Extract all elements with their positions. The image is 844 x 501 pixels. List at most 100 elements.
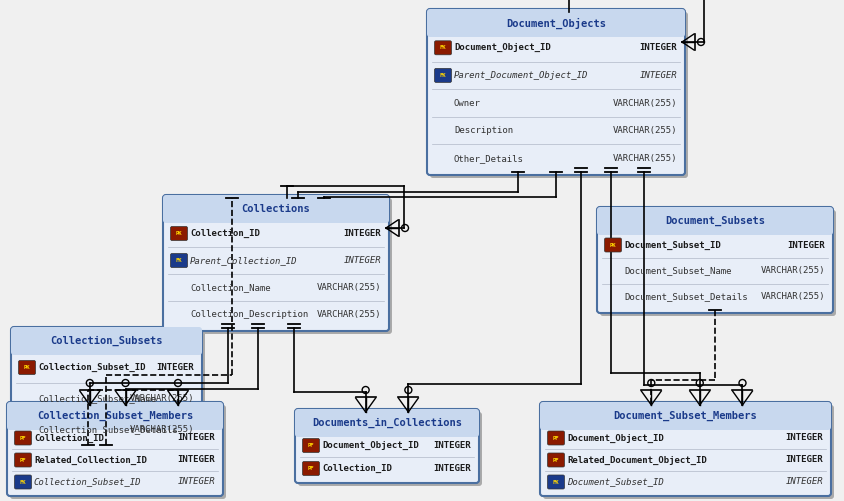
FancyBboxPatch shape bbox=[597, 207, 833, 313]
FancyBboxPatch shape bbox=[543, 405, 834, 499]
FancyBboxPatch shape bbox=[14, 475, 31, 489]
FancyBboxPatch shape bbox=[14, 330, 205, 451]
Text: Document_Object_ID: Document_Object_ID bbox=[454, 43, 551, 53]
Text: VARCHAR(255): VARCHAR(255) bbox=[613, 126, 677, 135]
FancyBboxPatch shape bbox=[597, 207, 833, 235]
FancyBboxPatch shape bbox=[298, 412, 482, 486]
Text: Related_Document_Object_ID: Related_Document_Object_ID bbox=[567, 455, 706, 464]
FancyBboxPatch shape bbox=[435, 41, 452, 55]
Text: Document_Subset_Details: Document_Subset_Details bbox=[624, 293, 748, 302]
FancyBboxPatch shape bbox=[540, 402, 831, 496]
Text: Document_Object_ID: Document_Object_ID bbox=[322, 441, 419, 450]
Text: Owner: Owner bbox=[454, 99, 481, 108]
Text: FK: FK bbox=[440, 45, 446, 50]
Text: VARCHAR(255): VARCHAR(255) bbox=[129, 425, 194, 434]
Text: INTEGER: INTEGER bbox=[177, 477, 215, 486]
FancyBboxPatch shape bbox=[435, 69, 452, 82]
Text: INTEGER: INTEGER bbox=[786, 433, 823, 442]
Text: PF: PF bbox=[19, 457, 26, 462]
Text: INTEGER: INTEGER bbox=[787, 240, 825, 249]
Bar bbox=[166, 214, 386, 222]
Text: Parent_Collection_ID: Parent_Collection_ID bbox=[190, 256, 297, 265]
Text: Collection_Description: Collection_Description bbox=[190, 310, 308, 319]
Text: Document_Objects: Document_Objects bbox=[506, 18, 606, 29]
Bar bbox=[14, 346, 199, 354]
Text: Collection_ID: Collection_ID bbox=[34, 433, 104, 442]
Text: INTEGER: INTEGER bbox=[156, 363, 194, 372]
Text: INTEGER: INTEGER bbox=[177, 433, 215, 442]
Text: Description: Description bbox=[454, 126, 513, 135]
Text: Document_Subset_ID: Document_Subset_ID bbox=[567, 477, 663, 486]
Text: PK: PK bbox=[24, 365, 30, 370]
FancyBboxPatch shape bbox=[430, 12, 688, 178]
Text: Collection_Subset_ID: Collection_Subset_ID bbox=[38, 363, 145, 372]
Text: INTEGER: INTEGER bbox=[177, 455, 215, 464]
FancyBboxPatch shape bbox=[427, 9, 685, 37]
Text: PF: PF bbox=[553, 457, 560, 462]
Text: PF: PF bbox=[308, 443, 314, 448]
Text: Other_Details: Other_Details bbox=[454, 154, 524, 163]
Text: Related_Collection_ID: Related_Collection_ID bbox=[34, 455, 147, 464]
Text: Collection_ID: Collection_ID bbox=[322, 464, 392, 473]
FancyBboxPatch shape bbox=[427, 9, 685, 175]
Text: Document_Subset_Members: Document_Subset_Members bbox=[614, 411, 757, 421]
Text: FK: FK bbox=[176, 258, 182, 263]
Text: Collection_Name: Collection_Name bbox=[190, 283, 271, 292]
FancyBboxPatch shape bbox=[540, 402, 831, 430]
Text: INTEGER: INTEGER bbox=[640, 71, 677, 80]
Text: Collections: Collections bbox=[241, 204, 311, 214]
Text: INTEGER: INTEGER bbox=[433, 441, 471, 450]
Text: Collection_Subset_Members: Collection_Subset_Members bbox=[37, 411, 193, 421]
Text: VARCHAR(255): VARCHAR(255) bbox=[129, 394, 194, 403]
FancyBboxPatch shape bbox=[548, 431, 565, 445]
Bar bbox=[430, 28, 682, 36]
FancyBboxPatch shape bbox=[163, 195, 389, 223]
Text: PK: PK bbox=[176, 231, 182, 236]
FancyBboxPatch shape bbox=[11, 327, 202, 448]
FancyBboxPatch shape bbox=[295, 409, 479, 437]
Bar bbox=[543, 421, 828, 429]
FancyBboxPatch shape bbox=[295, 409, 479, 483]
Text: Document_Subset_Name: Document_Subset_Name bbox=[624, 267, 732, 276]
Text: FK: FK bbox=[553, 479, 560, 484]
Text: INTEGER: INTEGER bbox=[786, 477, 823, 486]
Text: VARCHAR(255): VARCHAR(255) bbox=[613, 99, 677, 108]
FancyBboxPatch shape bbox=[170, 254, 187, 268]
Text: INTEGER: INTEGER bbox=[344, 229, 381, 238]
FancyBboxPatch shape bbox=[7, 402, 223, 430]
Text: INTEGER: INTEGER bbox=[786, 455, 823, 464]
Text: VARCHAR(255): VARCHAR(255) bbox=[316, 283, 381, 292]
Text: INTEGER: INTEGER bbox=[344, 256, 381, 265]
Text: Parent_Document_Object_ID: Parent_Document_Object_ID bbox=[454, 71, 588, 80]
Bar bbox=[298, 428, 476, 436]
FancyBboxPatch shape bbox=[11, 327, 202, 355]
FancyBboxPatch shape bbox=[14, 453, 31, 467]
FancyBboxPatch shape bbox=[163, 195, 389, 331]
FancyBboxPatch shape bbox=[7, 402, 223, 496]
Text: VARCHAR(255): VARCHAR(255) bbox=[316, 310, 381, 319]
Text: VARCHAR(255): VARCHAR(255) bbox=[613, 154, 677, 163]
Text: FK: FK bbox=[19, 479, 26, 484]
Text: INTEGER: INTEGER bbox=[640, 43, 677, 52]
Text: Collection_ID: Collection_ID bbox=[190, 229, 260, 238]
Text: VARCHAR(255): VARCHAR(255) bbox=[760, 293, 825, 302]
FancyBboxPatch shape bbox=[548, 453, 565, 467]
FancyBboxPatch shape bbox=[548, 475, 565, 489]
FancyBboxPatch shape bbox=[604, 238, 621, 252]
FancyBboxPatch shape bbox=[166, 198, 392, 334]
FancyBboxPatch shape bbox=[600, 210, 836, 316]
Text: PF: PF bbox=[308, 466, 314, 471]
Text: VARCHAR(255): VARCHAR(255) bbox=[760, 267, 825, 276]
Text: Collection_Subsets: Collection_Subsets bbox=[51, 336, 163, 346]
Bar bbox=[10, 421, 220, 429]
FancyBboxPatch shape bbox=[14, 431, 31, 445]
Text: Documents_in_Collections: Documents_in_Collections bbox=[312, 418, 462, 428]
FancyBboxPatch shape bbox=[10, 405, 226, 499]
FancyBboxPatch shape bbox=[170, 226, 187, 240]
Text: Document_Object_ID: Document_Object_ID bbox=[567, 433, 663, 442]
Text: Document_Subset_ID: Document_Subset_ID bbox=[624, 240, 721, 249]
Text: PF: PF bbox=[19, 435, 26, 440]
FancyBboxPatch shape bbox=[19, 361, 35, 375]
Text: PK: PK bbox=[609, 242, 616, 247]
FancyBboxPatch shape bbox=[302, 461, 320, 475]
